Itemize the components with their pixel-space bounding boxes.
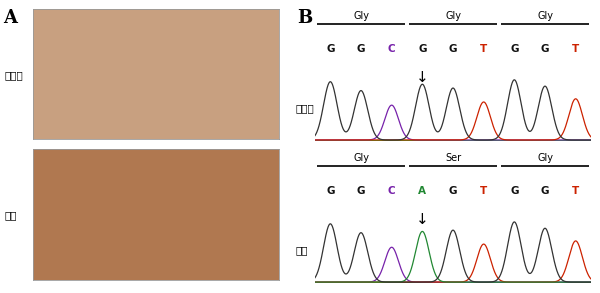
- Text: G: G: [326, 186, 335, 196]
- Text: T: T: [572, 44, 579, 54]
- Text: G: G: [541, 186, 549, 196]
- Text: G: G: [449, 44, 457, 54]
- Text: 患者: 患者: [5, 210, 17, 220]
- Text: 健常者: 健常者: [5, 70, 23, 80]
- Text: T: T: [480, 44, 487, 54]
- Text: G: G: [541, 44, 549, 54]
- Text: A: A: [418, 186, 427, 196]
- Text: T: T: [480, 186, 487, 196]
- Text: G: G: [418, 44, 427, 54]
- Text: ↓: ↓: [416, 70, 429, 85]
- Text: Gly: Gly: [445, 11, 461, 21]
- Text: Gly: Gly: [353, 11, 369, 21]
- Text: G: G: [326, 44, 335, 54]
- Text: G: G: [357, 186, 365, 196]
- Text: ↓: ↓: [416, 212, 429, 227]
- Text: Gly: Gly: [353, 153, 369, 163]
- Text: Gly: Gly: [537, 11, 553, 21]
- Text: B: B: [297, 9, 312, 27]
- Text: A: A: [3, 9, 17, 27]
- Text: Gly: Gly: [537, 153, 553, 163]
- Text: G: G: [510, 44, 518, 54]
- Text: G: G: [449, 186, 457, 196]
- Text: T: T: [572, 186, 579, 196]
- Text: 患者: 患者: [296, 246, 308, 255]
- Text: C: C: [388, 44, 395, 54]
- Text: C: C: [388, 186, 395, 196]
- Text: Ser: Ser: [445, 153, 461, 163]
- Text: G: G: [357, 44, 365, 54]
- Text: 健常者: 健常者: [296, 103, 314, 113]
- Text: G: G: [510, 186, 518, 196]
